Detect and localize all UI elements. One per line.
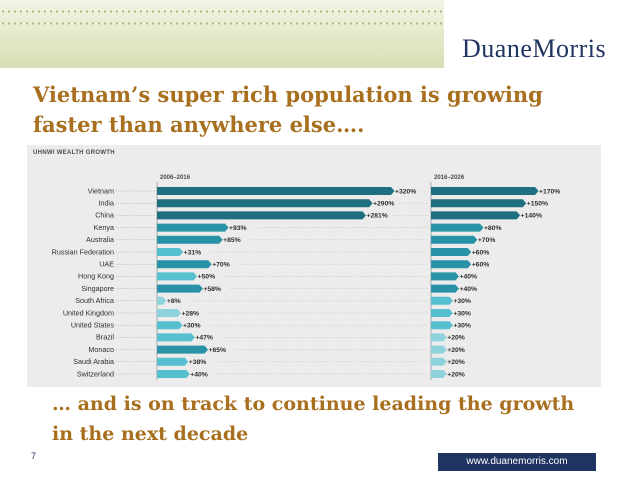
category-label: Singapore — [81, 284, 114, 293]
data-label: +30% — [183, 323, 201, 330]
category-label: Saudi Arabia — [73, 357, 114, 366]
data-label: +30% — [453, 310, 471, 317]
data-label: +93% — [229, 225, 247, 232]
bar — [157, 272, 198, 281]
chart-svg: 2006–2016 2016–2026 Vietnam +320% +170% India… — [52, 175, 560, 381]
data-label: +85% — [223, 237, 241, 244]
data-label: +290% — [373, 201, 394, 208]
data-label: +20% — [447, 359, 465, 366]
logo-main: Duane — [462, 34, 533, 63]
category-label: China — [95, 211, 114, 220]
bar — [157, 309, 181, 317]
data-label: +8% — [167, 298, 181, 305]
bar — [431, 309, 453, 317]
data-label: +40% — [190, 371, 208, 378]
chart-title: UHNWI WEALTH GROWTH — [33, 150, 115, 156]
data-label: +60% — [472, 262, 490, 269]
data-label: +58% — [203, 286, 221, 293]
website-link[interactable]: www.duanemorris.com — [438, 453, 596, 471]
category-label: Vietnam — [88, 186, 114, 195]
bar — [431, 235, 478, 244]
data-label: +140% — [521, 213, 542, 220]
bar — [157, 345, 209, 354]
bar — [157, 284, 203, 293]
bar — [157, 235, 223, 244]
data-label: +20% — [447, 347, 465, 354]
bar — [157, 260, 212, 269]
data-label: +60% — [472, 249, 490, 256]
series-label: 2006–2016 — [160, 175, 191, 181]
category-label: Hong Kong — [78, 272, 114, 281]
bar — [431, 333, 447, 342]
category-label: United States — [71, 321, 115, 330]
bar — [431, 370, 447, 378]
bar — [431, 211, 521, 220]
data-label: +47% — [195, 335, 213, 342]
category-label: Australia — [86, 235, 114, 244]
data-label: +31% — [184, 249, 202, 256]
category-label: Switzerland — [77, 369, 114, 378]
logo-second: Morris — [532, 34, 607, 63]
data-label: +30% — [453, 323, 471, 330]
data-label: +170% — [539, 188, 560, 195]
category-label: Kenya — [94, 223, 114, 232]
category-label: United Kingdom — [63, 308, 114, 317]
logo-area — [444, 0, 638, 68]
data-label: +70% — [212, 262, 230, 269]
bar — [431, 199, 527, 208]
header-band: DuaneMorris — [0, 0, 638, 68]
wealth-growth-chart: UHNWI WEALTH GROWTH 2006–2016 2016–2026 Vi… — [27, 145, 601, 387]
category-label: Monaco — [88, 345, 114, 354]
category-label: India — [98, 199, 114, 208]
bar — [157, 296, 167, 305]
data-label: +281% — [366, 213, 387, 220]
page-number: 7 — [31, 451, 37, 461]
data-label: +50% — [198, 274, 216, 281]
bar — [431, 284, 459, 293]
bar — [157, 187, 395, 195]
category-label: Russian Federation — [52, 247, 114, 256]
bar — [431, 248, 472, 256]
data-label: +30% — [453, 298, 471, 305]
bar — [157, 248, 184, 256]
bar — [157, 357, 189, 366]
bar — [431, 272, 459, 281]
bar — [157, 370, 190, 378]
header-dots-2 — [0, 22, 470, 25]
data-label: +20% — [447, 335, 465, 342]
data-label: +150% — [527, 201, 548, 208]
data-label: +70% — [478, 237, 496, 244]
bar — [157, 199, 373, 208]
bar — [157, 333, 195, 342]
category-label: UAE — [99, 260, 114, 269]
bar — [431, 223, 484, 232]
bar — [431, 357, 447, 366]
data-label: +320% — [395, 188, 416, 195]
header-dots — [0, 10, 470, 13]
data-label: +65% — [209, 347, 227, 354]
data-label: +20% — [447, 371, 465, 378]
data-label: +38% — [189, 359, 207, 366]
bar — [157, 321, 183, 330]
data-label: +28% — [181, 310, 199, 317]
series-label: 2016–2026 — [434, 175, 465, 181]
bar — [431, 321, 453, 330]
bar — [157, 223, 229, 232]
category-label: Brazil — [96, 333, 114, 342]
bar — [431, 345, 447, 354]
slide-title: Vietnam’s super rich population is growi… — [33, 82, 543, 137]
category-label: South Africa — [75, 296, 114, 305]
data-label: +40% — [459, 286, 477, 293]
duane-morris-logo: DuaneMorris — [462, 34, 606, 64]
bar — [157, 211, 366, 220]
bar — [431, 296, 453, 305]
data-label: +40% — [459, 274, 477, 281]
bar — [431, 187, 539, 195]
bar — [431, 260, 472, 269]
data-label: +80% — [484, 225, 502, 232]
slide-subtitle: … and is on track to continue leading th… — [52, 393, 575, 445]
